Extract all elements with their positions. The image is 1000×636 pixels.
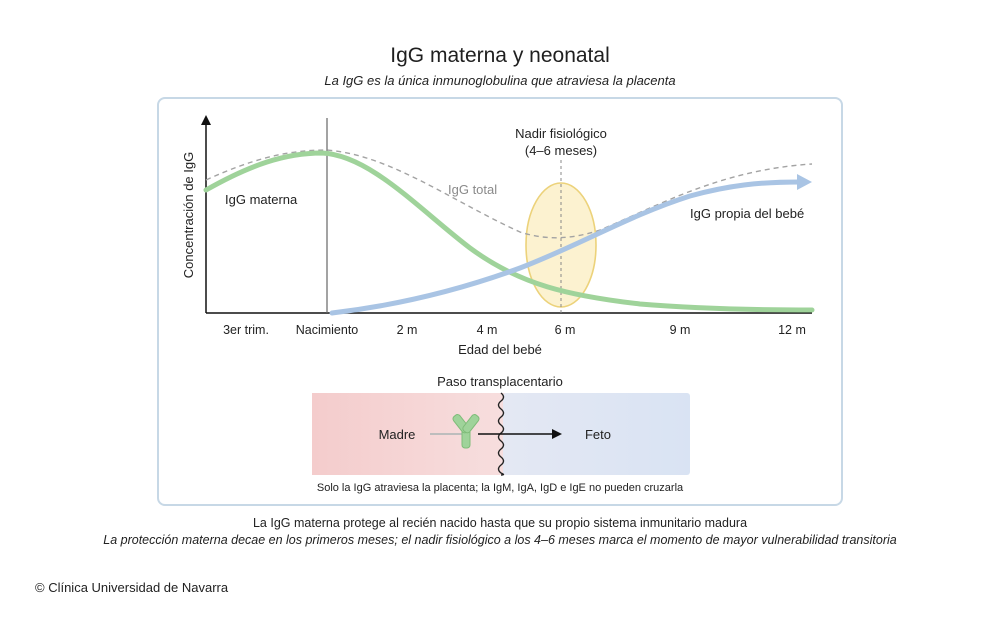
- tick-label: 3er trim.: [223, 323, 269, 337]
- credit-text: © Clínica Universidad de Navarra: [35, 580, 229, 595]
- nadir-label: Nadir fisiológico: [515, 126, 607, 141]
- mother-label: Madre: [379, 427, 416, 442]
- y-axis-arrow-icon: [201, 115, 211, 125]
- fetus-label: Feto: [585, 427, 611, 442]
- caption-line-2: La protección materna decae en los prime…: [103, 533, 897, 547]
- x-axis-label: Edad del bebé: [458, 342, 542, 357]
- tick-label: 4 m: [477, 323, 498, 337]
- figure-subtitle: La IgG es la única inmunoglobulina que a…: [324, 73, 676, 88]
- tick-label: 6 m: [555, 323, 576, 337]
- transfer-arrowhead-icon: [552, 429, 562, 439]
- placenta-membrane: [497, 392, 505, 476]
- own-igg-label: IgG propia del bebé: [690, 206, 804, 221]
- maternal-igg-label: IgG materna: [225, 192, 298, 207]
- transfer-note: Solo la IgG atraviesa la placenta; la Ig…: [317, 482, 684, 494]
- tick-label: 9 m: [670, 323, 691, 337]
- igg-antibody-icon: [452, 414, 480, 449]
- figure-title: IgG materna y neonatal: [390, 44, 610, 67]
- total-igg-label: IgG total: [448, 182, 497, 197]
- y-axis-label: Concentración de IgG: [181, 152, 196, 278]
- mother-region: [312, 393, 505, 475]
- nadir-sublabel: (4–6 meses): [525, 143, 597, 158]
- maternal-igg-curve: [203, 150, 815, 313]
- tick-label: Nacimiento: [296, 323, 359, 337]
- total-igg-curve: [205, 149, 813, 239]
- fetus-region: [503, 393, 690, 475]
- tick-label: 2 m: [397, 323, 418, 337]
- transfer-title: Paso transplacentario: [437, 374, 563, 389]
- own-igg-arrow-icon: [797, 174, 812, 190]
- tick-label: 12 m: [778, 323, 806, 337]
- caption-line-1: La IgG materna protege al recién nacido …: [252, 516, 748, 530]
- own-igg-curve: [329, 179, 803, 316]
